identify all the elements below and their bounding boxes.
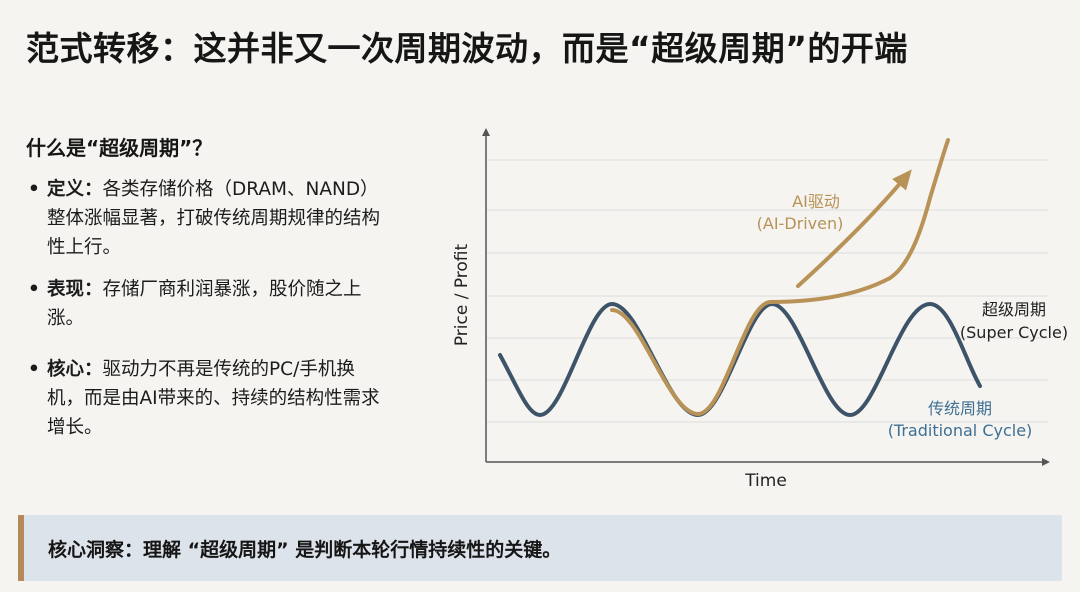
bullet-label: 定义： — [47, 179, 103, 200]
bullet-label: 表现： — [47, 279, 103, 300]
bullet-dot-icon: • — [28, 179, 40, 200]
bullet-dot-icon: • — [28, 279, 40, 300]
bullet-definition: • 定义：各类存储价格（DRAM、NAND）整体涨幅显著，打破传统周期规律的结构… — [26, 175, 426, 262]
gridlines — [486, 159, 1048, 423]
definition-panel: 什么是“超级周期”？ • 定义：各类存储价格（DRAM、NAND）整体涨幅显著，… — [26, 132, 426, 455]
cycle-chart: Price / Profit Time AI驱动 (AI-Driven) 超级周… — [452, 128, 1068, 491]
ai-driven-arrow — [796, 169, 912, 288]
traditional-cycle-label: 传统周期 — [928, 399, 992, 418]
traditional-cycle-line — [498, 301, 982, 418]
section-heading: 什么是“超级周期”？ — [26, 136, 213, 160]
x-axis-label: Time — [744, 471, 787, 491]
ai-driven-label: AI驱动 — [792, 192, 840, 211]
bullet-core: • 核心：驱动力不再是传统的PC/手机换机，而是由AI带来的、持续的结构性需求增… — [26, 355, 426, 442]
insight-callout: 核心洞察：理解 “超级周期” 是判断本轮行情持续性的关键。 — [18, 515, 1062, 581]
bullet-text: 表现：存储厂商利润暴涨，股价随之上涨。 — [47, 275, 387, 333]
bullet-dot-icon: • — [28, 359, 40, 380]
y-axis-label: Price / Profit — [452, 243, 472, 346]
page-title: 范式转移：这并非又一次周期波动，而是“超级周期”的开端 — [26, 29, 908, 68]
bullet-body: 存储厂商利润暴涨，股价随之上涨。 — [47, 279, 362, 329]
bullet-text: 核心：驱动力不再是传统的PC/手机换机，而是由AI带来的、持续的结构性需求增长。 — [47, 355, 387, 442]
bullet-performance: • 表现：存储厂商利润暴涨，股价随之上涨。 — [26, 275, 426, 333]
super-cycle-label-en: (Super Cycle) — [960, 323, 1068, 342]
bullet-label: 核心： — [47, 359, 103, 380]
bullet-text: 定义：各类存储价格（DRAM、NAND）整体涨幅显著，打破传统周期规律的结构性上… — [47, 175, 387, 262]
ai-driven-label-en: (AI-Driven) — [757, 214, 844, 233]
insight-text: 核心洞察：理解 “超级周期” 是判断本轮行情持续性的关键。 — [48, 539, 562, 561]
bullet-body: 驱动力不再是传统的PC/手机换机，而是由AI带来的、持续的结构性需求增长。 — [47, 359, 380, 438]
super-cycle-line — [610, 138, 950, 417]
bullet-body: 各类存储价格（DRAM、NAND）整体涨幅显著，打破传统周期规律的结构性上行。 — [47, 179, 381, 258]
bullet-list: • 定义：各类存储价格（DRAM、NAND）整体涨幅显著，打破传统周期规律的结构… — [26, 175, 426, 442]
traditional-cycle-label-en: (Traditional Cycle) — [888, 421, 1033, 440]
super-cycle-label: 超级周期 — [982, 300, 1046, 319]
